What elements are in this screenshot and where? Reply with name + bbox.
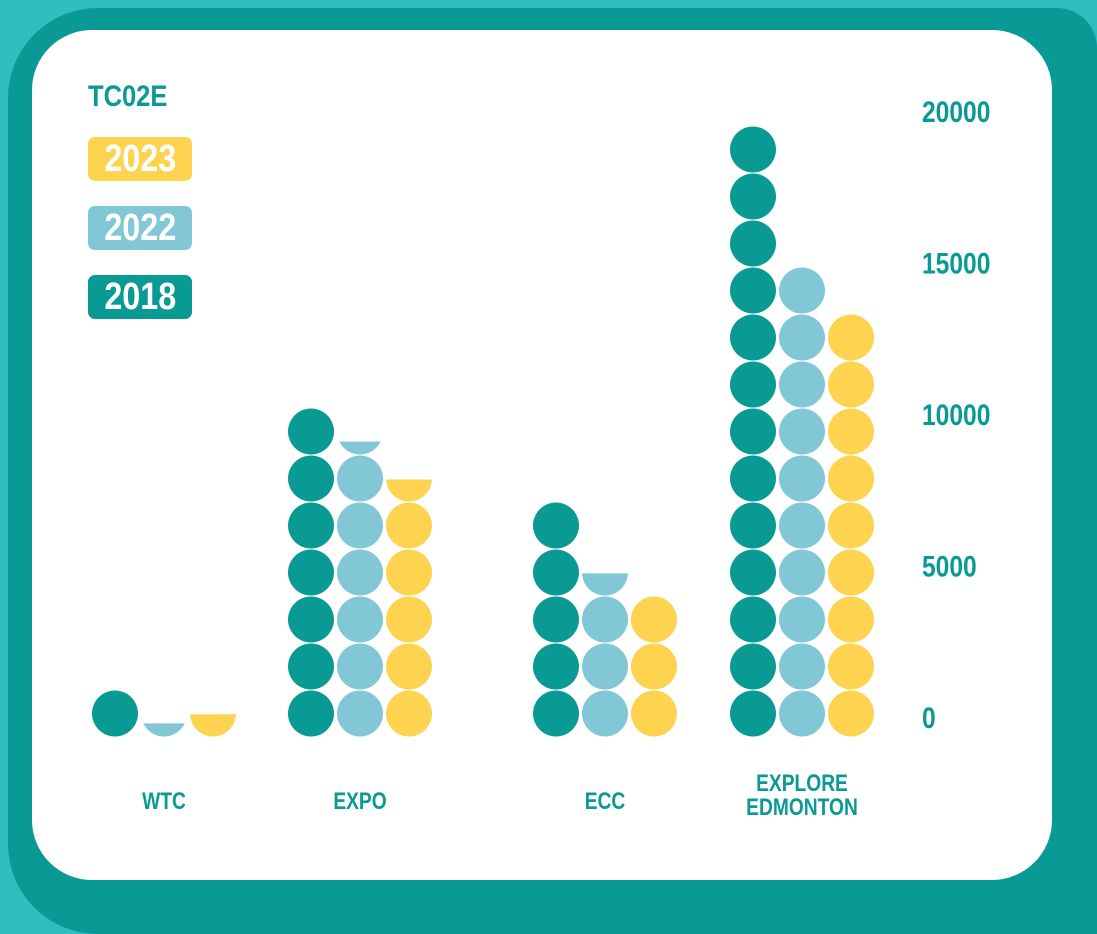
dot <box>288 549 334 596</box>
x-tick-label: EXPLORE EDMONTON <box>746 770 858 821</box>
dot <box>779 690 825 737</box>
dot <box>828 502 874 549</box>
dot <box>386 690 432 737</box>
x-tick-label: WTC <box>142 788 186 815</box>
dot <box>779 314 825 361</box>
dot <box>828 690 874 737</box>
dot <box>533 643 579 690</box>
bar <box>337 441 383 737</box>
dot <box>288 408 334 455</box>
y-tick-label: 20000 <box>922 95 990 129</box>
dot <box>828 408 874 455</box>
y-tick-label: 5000 <box>922 549 977 583</box>
dot <box>730 596 776 643</box>
dot <box>337 690 383 737</box>
legend-label: 2023 <box>104 138 176 180</box>
y-tick-label: 10000 <box>922 398 990 432</box>
dot <box>337 502 383 549</box>
legend-item: 2023 <box>88 137 192 181</box>
dot <box>730 643 776 690</box>
dot <box>582 643 628 690</box>
dot <box>730 267 776 314</box>
dot <box>828 314 874 361</box>
legend-label: 2018 <box>104 276 176 318</box>
dot <box>339 441 381 455</box>
dot <box>533 502 579 549</box>
bar <box>190 714 236 737</box>
dot <box>582 690 628 737</box>
dot <box>730 126 776 173</box>
dot <box>288 502 334 549</box>
bar <box>143 723 185 737</box>
dot <box>582 596 628 643</box>
dot <box>779 455 825 502</box>
dot <box>582 573 628 596</box>
dot <box>779 267 825 314</box>
dot <box>828 596 874 643</box>
bar <box>730 126 776 737</box>
dot <box>533 549 579 596</box>
dot <box>288 455 334 502</box>
dot <box>730 314 776 361</box>
dot <box>828 455 874 502</box>
dot <box>337 643 383 690</box>
dot <box>288 643 334 690</box>
dot <box>190 714 236 737</box>
legend-item: 2022 <box>88 206 192 250</box>
dot <box>143 723 185 737</box>
dot <box>386 643 432 690</box>
legend-item: 2018 <box>88 275 192 319</box>
dot <box>730 408 776 455</box>
dot <box>386 596 432 643</box>
x-tick-label: ECC <box>584 788 626 815</box>
dot <box>779 596 825 643</box>
dot <box>533 596 579 643</box>
legend-label: 2022 <box>104 207 176 249</box>
bar <box>533 502 579 737</box>
y-tick-label: 15000 <box>922 246 990 280</box>
bar <box>828 314 874 737</box>
dot <box>730 690 776 737</box>
dot <box>779 502 825 549</box>
dot <box>631 596 677 643</box>
dot <box>730 549 776 596</box>
dot <box>288 596 334 643</box>
bar <box>288 408 334 737</box>
dot <box>337 596 383 643</box>
y-tick-label: 0 <box>922 701 936 735</box>
dot <box>386 479 432 502</box>
dot <box>386 549 432 596</box>
dot <box>828 549 874 596</box>
x-tick-label: EXPO <box>333 788 387 815</box>
dot <box>92 690 138 737</box>
dot <box>730 220 776 267</box>
dot <box>288 690 334 737</box>
dot <box>386 502 432 549</box>
dot <box>730 361 776 408</box>
card <box>32 30 1052 880</box>
dot <box>631 690 677 737</box>
dot <box>779 643 825 690</box>
dot <box>828 643 874 690</box>
dot <box>730 455 776 502</box>
bar <box>779 267 825 737</box>
dot <box>631 643 677 690</box>
dot <box>337 549 383 596</box>
bar <box>631 596 677 737</box>
dot <box>779 549 825 596</box>
dot <box>730 173 776 220</box>
dot <box>828 361 874 408</box>
bar <box>582 573 628 737</box>
dot <box>730 502 776 549</box>
dot <box>779 361 825 408</box>
dot <box>337 455 383 502</box>
bar <box>92 690 138 737</box>
legend-title: TC02E <box>88 80 168 113</box>
dot <box>779 408 825 455</box>
bar <box>386 479 432 737</box>
dot <box>533 690 579 737</box>
